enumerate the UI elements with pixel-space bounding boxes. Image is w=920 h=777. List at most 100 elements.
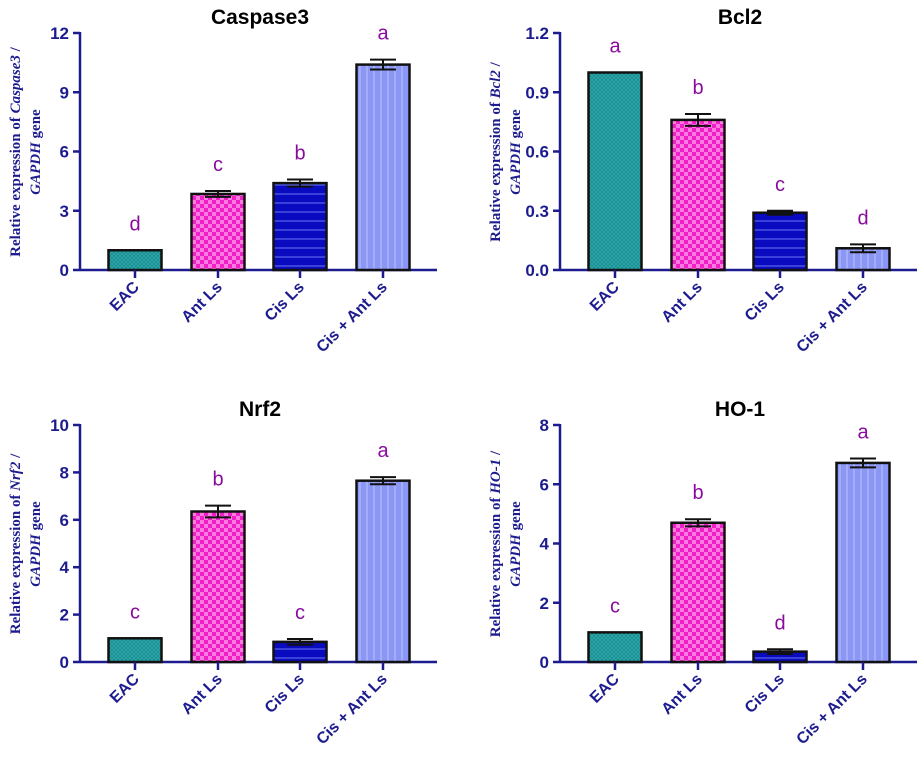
chart-svg: Nrf2 0 2 4 6 8 10 Relative expression of Nrf2 /…	[8, 398, 437, 748]
bar-cis-ls	[752, 211, 808, 272]
significance-letter: b	[692, 482, 703, 504]
bar-cis-ant-ls	[355, 479, 411, 664]
x-tick-label: Cis + Ant Ls	[314, 279, 391, 356]
significance-letter: c	[213, 154, 223, 176]
significance-letter: c	[775, 174, 785, 196]
y-label-ref-gene: GAPDH	[28, 141, 44, 195]
x-tick-label: Cis Ls	[262, 279, 308, 325]
x-tick-label: Ant Ls	[179, 279, 226, 326]
y-tick-label: 0	[540, 653, 549, 672]
y-label-text: gene	[508, 501, 524, 534]
significance-letter: c	[295, 602, 305, 624]
significance-letter: a	[377, 440, 389, 462]
y-tick-label: 10	[50, 416, 69, 435]
x-tick-label: EAC	[107, 278, 143, 314]
bar-eac	[587, 71, 643, 272]
y-label-text: Relative expression of	[488, 98, 504, 241]
y-label-ref-gene: GAPDH	[28, 533, 44, 587]
y-tick-label: 9	[60, 83, 69, 102]
significance-letter: d	[857, 207, 868, 229]
bar-ant-ls	[670, 118, 726, 272]
significance-letter: a	[857, 421, 869, 443]
x-tick-label: Cis + Ant Ls	[794, 671, 871, 748]
chart-title: Bcl2	[718, 6, 762, 29]
y-tick-label: 3	[60, 202, 69, 221]
y-tick-label: 4	[60, 558, 70, 577]
y-label-ref-gene: GAPDH	[508, 141, 524, 195]
y-axis-label-line2: GAPDH gene	[28, 501, 44, 587]
y-label-text: gene	[28, 501, 44, 534]
bar-cis-ant-ls	[355, 63, 411, 272]
chart-svg: Bcl2 0.0 0.3 0.6 0.9 1.2 Relative expression o…	[488, 6, 917, 356]
y-axis-label: Relative expression of HO-1 /	[488, 450, 504, 637]
y-axis-label-line2: GAPDH gene	[28, 109, 44, 195]
y-axis-label: Relative expression of Caspase3 /	[8, 46, 24, 257]
y-tick-label: 6	[60, 511, 69, 530]
significance-letter: d	[129, 213, 140, 235]
bar-eac	[107, 637, 163, 664]
bar-ant-ls	[190, 510, 246, 664]
significance-letter: a	[377, 23, 389, 45]
x-tick-label: Cis Ls	[742, 279, 788, 325]
y-label-gene: Caspase3	[8, 55, 24, 114]
significance-letter: b	[692, 77, 703, 99]
significance-letter: c	[130, 601, 140, 623]
y-tick-label: 1.2	[525, 24, 549, 43]
chart-title: Nrf2	[239, 398, 281, 421]
x-tick-label: Cis Ls	[742, 671, 788, 717]
y-tick-label: 0	[60, 653, 69, 672]
y-tick-label: 8	[540, 416, 549, 435]
y-label-text: Relative expression of	[8, 491, 24, 634]
y-tick-label: 0.0	[525, 261, 549, 280]
bar-cis-ls	[272, 181, 328, 272]
x-tick-label: Cis + Ant Ls	[314, 671, 391, 748]
chart-title: Caspase3	[211, 6, 309, 29]
y-label-text: /	[8, 453, 24, 462]
y-label-text: gene	[28, 109, 44, 142]
x-tick-label: Cis + Ant Ls	[794, 279, 871, 356]
significance-letter: b	[294, 143, 305, 165]
y-tick-label: 4	[540, 535, 550, 554]
chart-svg: HO-1 0 2 4 6 8 Relative expression of HO-1 /GA…	[488, 398, 917, 748]
panel-bcl2: Bcl2 0.0 0.3 0.6 0.9 1.2 Relative expression o…	[480, 0, 920, 380]
y-label-gene: Bcl2	[488, 70, 504, 100]
x-tick-label: Ant Ls	[659, 671, 706, 718]
bar-ant-ls	[190, 192, 246, 272]
chart-title: HO-1	[715, 398, 765, 421]
y-label-ref-gene: GAPDH	[508, 533, 524, 587]
x-tick-label: EAC	[587, 278, 623, 314]
y-label-gene: HO-1	[488, 459, 504, 495]
y-axis-label-line2: GAPDH gene	[508, 109, 524, 195]
panel-caspase3: Caspase3 0 3 6 9 12 Relative expression of Cas…	[0, 0, 460, 380]
y-axis-label: Relative expression of Nrf2 /	[8, 453, 24, 634]
significance-letter: a	[609, 36, 621, 58]
y-label-text: /	[8, 46, 24, 55]
significance-letter: d	[774, 612, 785, 634]
bar-eac	[107, 249, 163, 272]
y-tick-label: 0.9	[525, 83, 549, 102]
y-tick-label: 8	[60, 463, 69, 482]
bar-ant-ls	[670, 521, 726, 664]
x-tick-label: Cis Ls	[262, 671, 308, 717]
y-tick-label: 2	[540, 594, 549, 613]
x-tick-label: Ant Ls	[179, 671, 226, 718]
y-label-text: gene	[508, 109, 524, 142]
panel-ho1: HO-1 0 2 4 6 8 Relative expression of HO-1 /GA…	[480, 392, 920, 772]
y-tick-label: 2	[60, 606, 69, 625]
y-tick-label: 0	[60, 261, 69, 280]
bar-cis-ant-ls	[835, 461, 891, 664]
x-tick-label: EAC	[587, 670, 623, 706]
y-label-text: /	[488, 61, 504, 70]
y-tick-label: 6	[540, 475, 549, 494]
y-label-text: Relative expression of	[488, 494, 504, 637]
panel-nrf2: Nrf2 0 2 4 6 8 10 Relative expression of Nrf2 /…	[0, 392, 460, 772]
y-axis-label-line2: GAPDH gene	[508, 501, 524, 587]
y-label-gene: Nrf2	[8, 461, 24, 492]
significance-letter: b	[212, 469, 223, 491]
significance-letter: c	[610, 595, 620, 617]
y-tick-label: 6	[60, 143, 69, 162]
y-tick-label: 12	[50, 24, 69, 43]
x-tick-label: Ant Ls	[659, 279, 706, 326]
y-tick-label: 0.6	[525, 143, 549, 162]
y-tick-label: 0.3	[525, 202, 549, 221]
